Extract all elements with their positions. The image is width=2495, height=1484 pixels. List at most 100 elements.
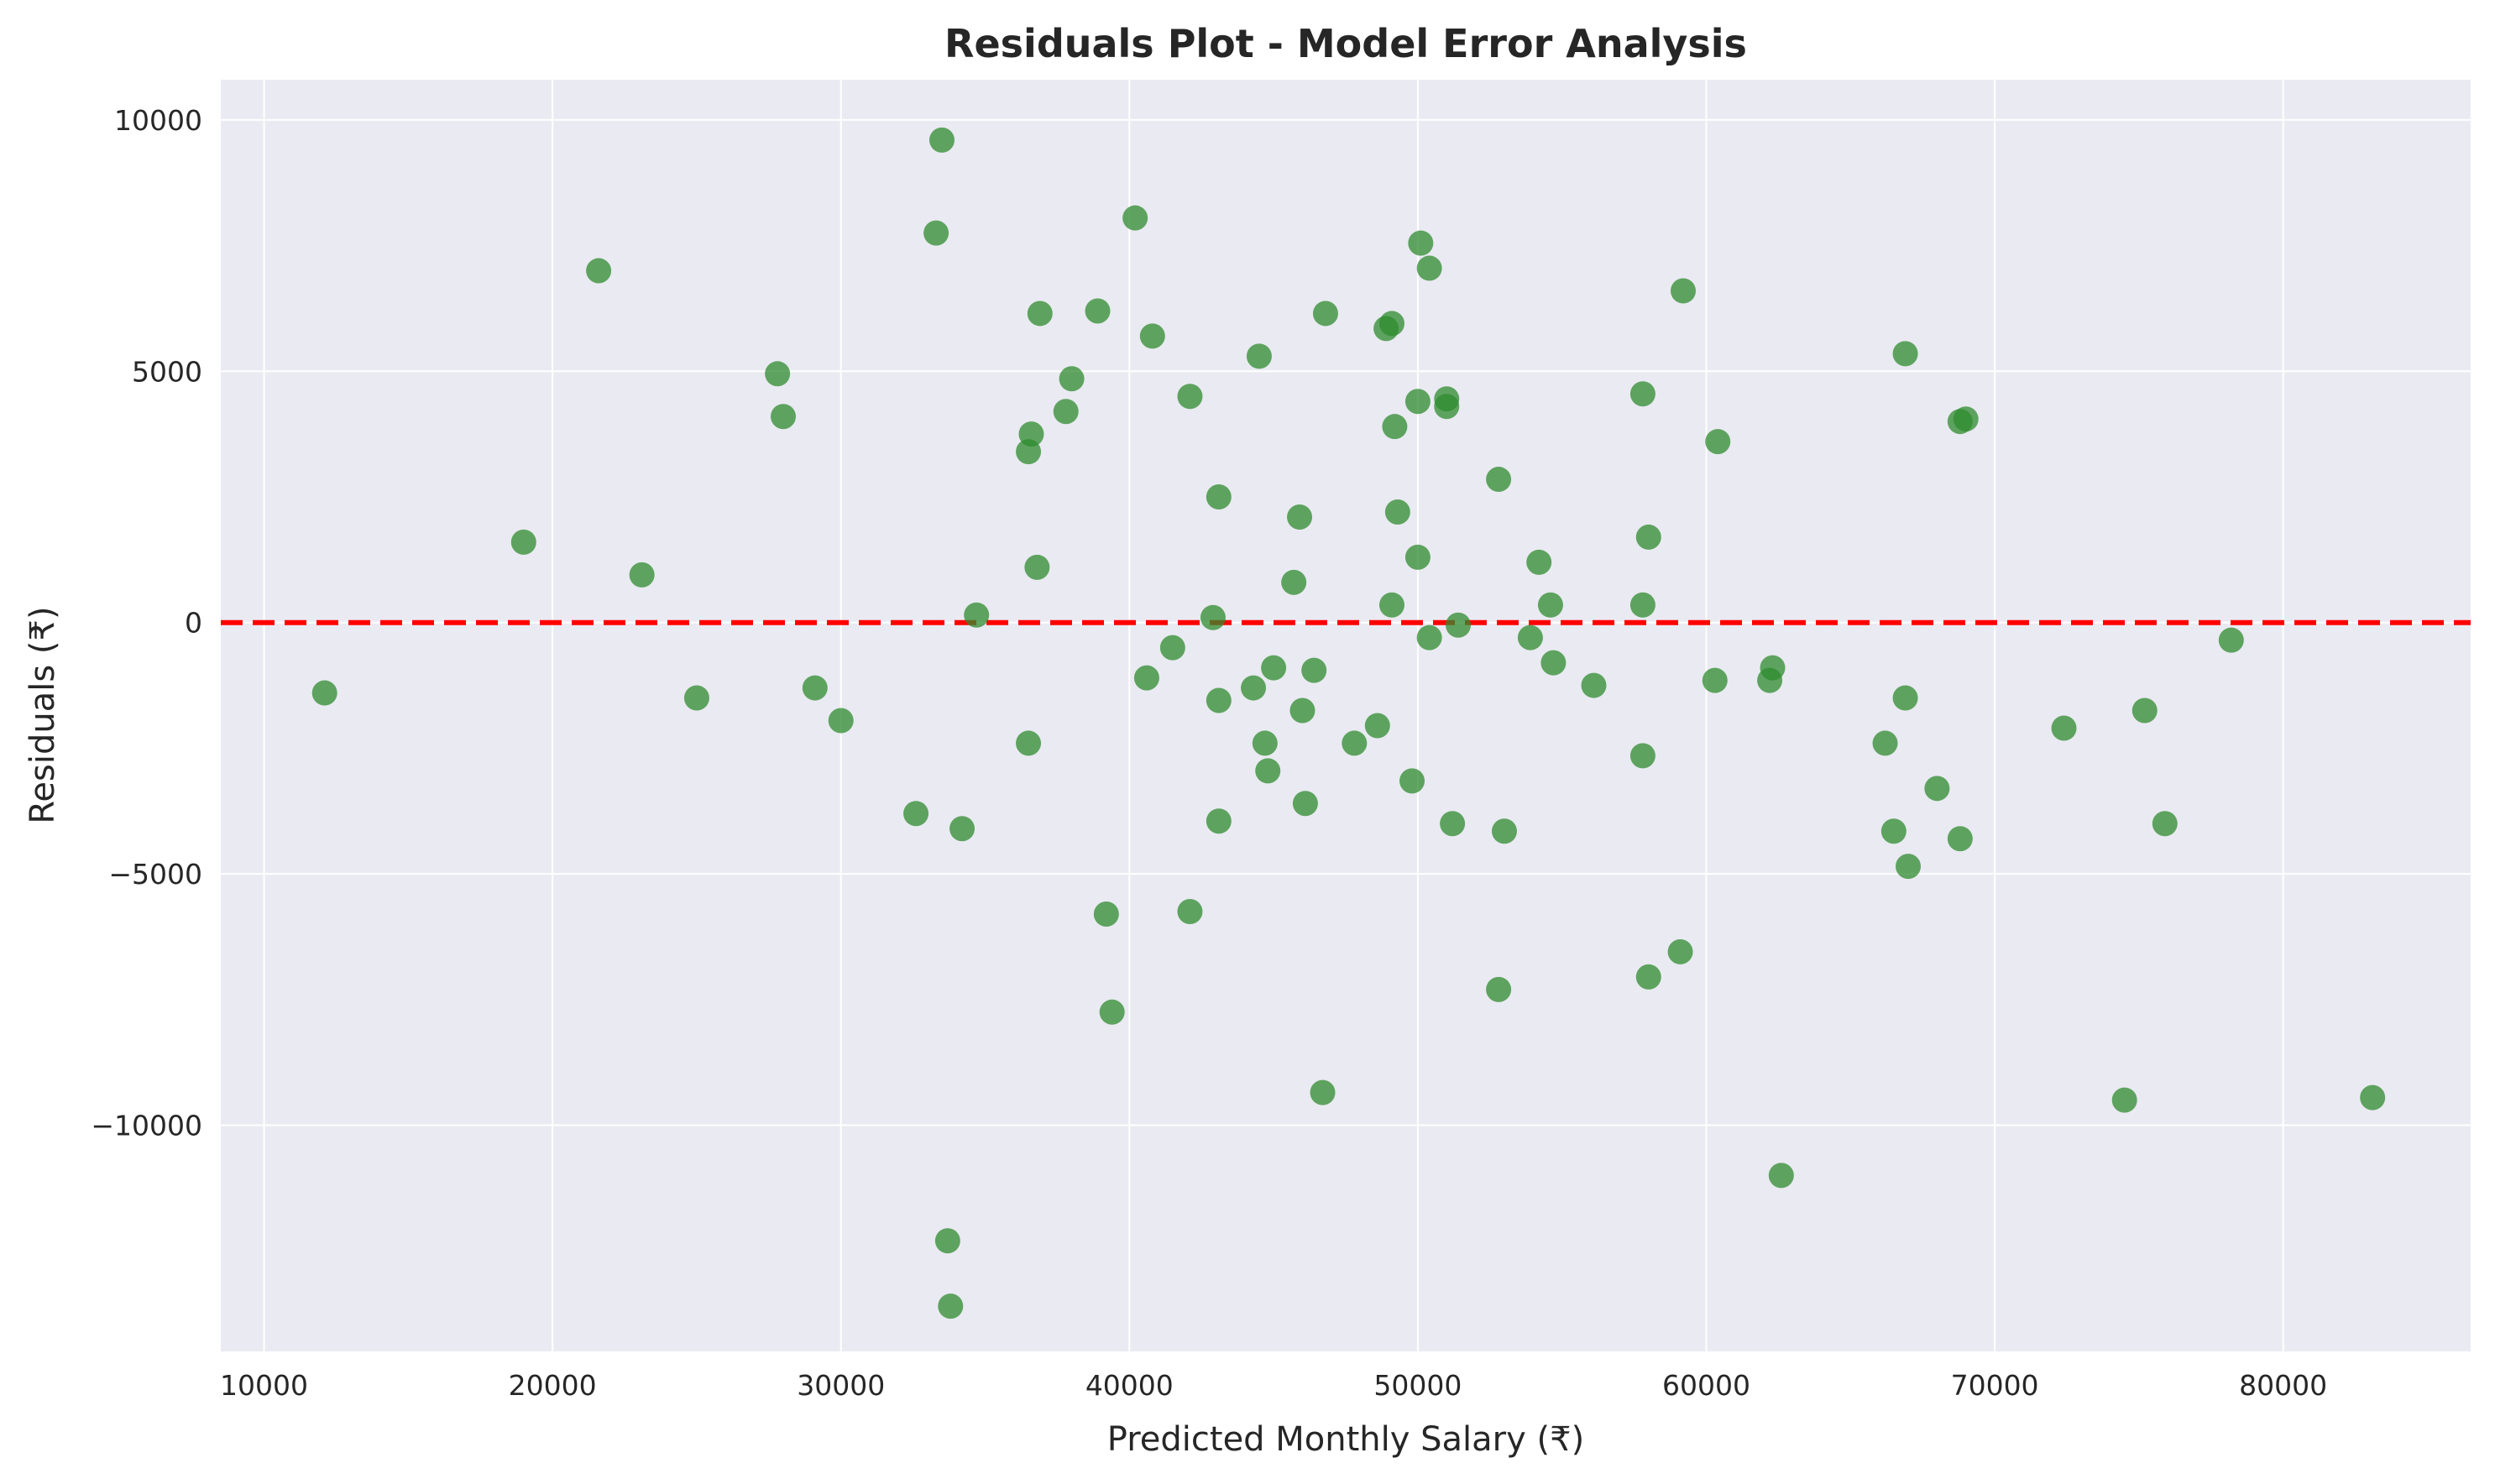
scatter-point xyxy=(1246,343,1272,369)
x-tick-label: 30000 xyxy=(797,1369,885,1402)
scatter-point xyxy=(1404,544,1431,570)
scatter-point xyxy=(1892,685,1918,711)
x-axis-label: Predicted Monthly Salary (₹) xyxy=(1107,1420,1584,1459)
scatter-point xyxy=(2218,627,2244,653)
scatter-point xyxy=(1301,657,1327,683)
scatter-point xyxy=(1416,624,1442,651)
scatter-point xyxy=(1635,524,1661,550)
y-tick-label: −5000 xyxy=(108,858,202,891)
scatter-point xyxy=(1705,429,1731,455)
scatter-point xyxy=(1667,938,1693,964)
scatter-point xyxy=(1408,230,1434,256)
scatter-point xyxy=(1629,381,1655,407)
scatter-point xyxy=(1310,1079,1336,1105)
scatter-point xyxy=(903,801,929,827)
x-tick-label: 60000 xyxy=(1662,1369,1750,1402)
scatter-point xyxy=(1416,255,1442,281)
scatter-point xyxy=(311,680,337,706)
scatter-point xyxy=(934,1228,960,1254)
scatter-point xyxy=(510,529,536,555)
scatter-point xyxy=(1526,549,1552,575)
scatter-point xyxy=(1287,504,1313,530)
scatter-point xyxy=(2360,1084,2386,1110)
scatter-point xyxy=(1404,389,1431,415)
scatter-point xyxy=(1053,399,1079,425)
x-tick-label: 50000 xyxy=(1373,1369,1462,1402)
scatter-point xyxy=(1892,341,1918,367)
scatter-point xyxy=(1159,635,1185,661)
scatter-point xyxy=(1027,300,1053,327)
scatter-point xyxy=(1255,758,1281,784)
scatter-point xyxy=(1537,592,1563,618)
scatter-point xyxy=(1018,421,1044,447)
scatter-point xyxy=(802,675,828,701)
y-tick-label: 5000 xyxy=(132,355,202,388)
scatter-point xyxy=(964,602,990,628)
x-tick-label: 10000 xyxy=(220,1369,308,1402)
scatter-point xyxy=(1491,818,1517,844)
y-axis-ticks: −10000 −5000 0 5000 10000 xyxy=(91,104,202,1142)
scatter-point xyxy=(1446,612,1471,638)
scatter-point xyxy=(586,258,612,284)
scatter-point xyxy=(1024,554,1050,580)
scatter-point xyxy=(1093,901,1119,928)
scatter-point xyxy=(771,404,796,430)
scatter-point xyxy=(1200,604,1226,630)
y-axis-label: Residuals (₹) xyxy=(24,606,62,823)
scatter-point xyxy=(1540,650,1567,676)
scatter-point xyxy=(1382,414,1408,440)
scatter-point xyxy=(1177,899,1203,925)
scatter-point xyxy=(1177,384,1203,410)
scatter-point xyxy=(1953,406,1979,432)
scatter-point xyxy=(1440,811,1466,837)
scatter-point xyxy=(1312,300,1338,327)
scatter-point xyxy=(1252,730,1278,756)
scatter-point xyxy=(1085,298,1111,324)
scatter-point xyxy=(765,361,791,387)
scatter-point xyxy=(1206,484,1232,510)
scatter-point xyxy=(1434,394,1460,420)
scatter-point xyxy=(1342,730,1368,756)
x-tick-label: 40000 xyxy=(1085,1369,1174,1402)
scatter-point xyxy=(2152,811,2178,837)
scatter-point xyxy=(938,1293,964,1319)
scatter-point xyxy=(1486,976,1512,1002)
scatter-point xyxy=(1139,323,1165,349)
scatter-point xyxy=(928,127,955,153)
scatter-point xyxy=(1241,675,1267,701)
scatter-point xyxy=(1261,655,1287,681)
plot-area xyxy=(221,80,2471,1351)
scatter-point xyxy=(1872,730,1898,756)
y-tick-label: 0 xyxy=(185,607,202,640)
scatter-point xyxy=(1378,592,1404,618)
scatter-point xyxy=(1133,665,1159,691)
scatter-point xyxy=(1896,854,1921,880)
scatter-point xyxy=(2051,715,2077,741)
x-tick-label: 80000 xyxy=(2239,1369,2327,1402)
scatter-point xyxy=(2131,698,2158,724)
scatter-point xyxy=(1206,687,1232,713)
scatter-point xyxy=(1581,672,1607,698)
chart-title: Residuals Plot - Model Error Analysis xyxy=(944,21,1747,66)
x-tick-label: 20000 xyxy=(509,1369,597,1402)
scatter-point xyxy=(1206,808,1232,834)
y-tick-label: −10000 xyxy=(91,1110,202,1142)
scatter-point xyxy=(1016,730,1042,756)
scatter-point xyxy=(1760,655,1786,681)
scatter-point xyxy=(1635,964,1661,990)
scatter-point xyxy=(1099,999,1125,1025)
scatter-point xyxy=(1486,467,1512,493)
scatter-point xyxy=(1292,791,1318,817)
scatter-point xyxy=(1924,776,1950,802)
scatter-point xyxy=(1399,768,1425,794)
scatter-point xyxy=(1517,624,1543,651)
scatter-point xyxy=(683,685,709,711)
scatter-point xyxy=(1059,366,1085,392)
scatter-points xyxy=(311,127,2386,1319)
scatter-point xyxy=(1671,278,1696,304)
scatter-point xyxy=(1364,713,1390,739)
scatter-point xyxy=(1768,1163,1794,1189)
scatter-point xyxy=(1947,826,1973,852)
y-tick-label: 10000 xyxy=(114,104,202,137)
